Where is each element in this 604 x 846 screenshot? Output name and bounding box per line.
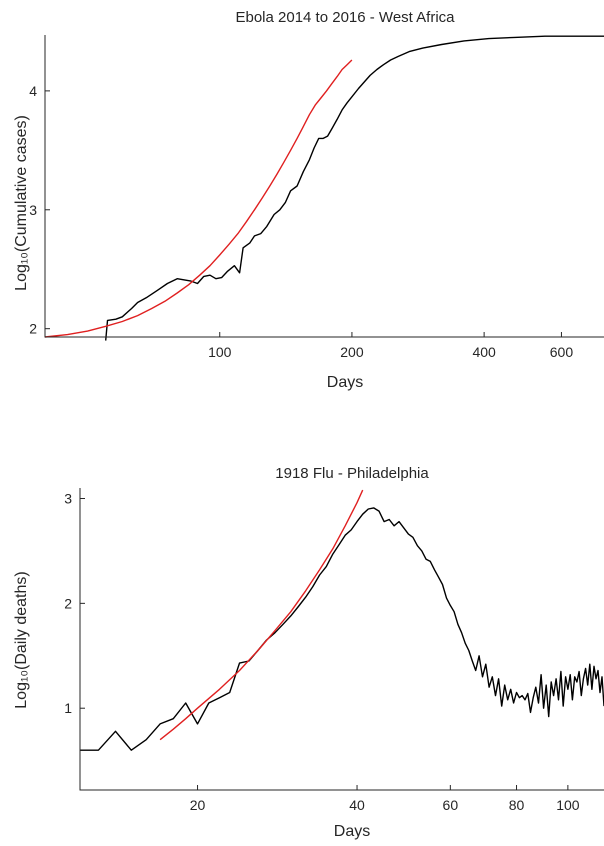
x-tick-label: 100 bbox=[556, 797, 580, 813]
tick-group: 100 200 400 600 2 3 4 bbox=[29, 83, 573, 360]
chart-title: Ebola 2014 to 2016 - West Africa bbox=[235, 9, 455, 26]
x-tick-label: 200 bbox=[340, 344, 364, 360]
fit-curve-line bbox=[44, 59, 353, 338]
y-tick-label: 3 bbox=[29, 202, 37, 218]
axes bbox=[79, 488, 604, 791]
x-tick-label: 60 bbox=[443, 797, 459, 813]
y-tick-label: 2 bbox=[64, 595, 72, 611]
x-tick-label: 40 bbox=[349, 797, 365, 813]
fit-curve-line bbox=[159, 489, 364, 741]
y-axis-label: Log₁₀(Daily deaths) bbox=[13, 571, 30, 708]
y-tick-label: 3 bbox=[64, 490, 72, 506]
x-tick-label: 100 bbox=[208, 344, 232, 360]
y-tick-label: 1 bbox=[64, 700, 72, 716]
data-series-line bbox=[80, 507, 604, 751]
chart-title: 1918 Flu - Philadelphia bbox=[275, 465, 429, 482]
x-axis-label: Days bbox=[334, 823, 370, 840]
flu-panel: 1918 Flu - Philadelphia Days Log₁₀(Daily… bbox=[13, 465, 604, 840]
x-tick-label: 600 bbox=[550, 344, 574, 360]
x-tick-label: 400 bbox=[472, 344, 496, 360]
series-group bbox=[80, 489, 604, 751]
data-series-line bbox=[105, 35, 604, 341]
axes bbox=[44, 35, 604, 338]
x-axis-label: Days bbox=[327, 374, 363, 391]
x-tick-label: 20 bbox=[190, 797, 206, 813]
tick-group: 20 40 60 80 100 1 2 3 bbox=[64, 490, 580, 813]
y-tick-label: 4 bbox=[29, 83, 37, 99]
ebola-panel: Ebola 2014 to 2016 - West Africa Days Lo… bbox=[13, 9, 604, 391]
y-axis-label: Log₁₀(Cumulative cases) bbox=[13, 115, 30, 291]
series-group bbox=[44, 35, 604, 341]
y-tick-label: 2 bbox=[29, 321, 37, 337]
x-tick-label: 80 bbox=[509, 797, 525, 813]
